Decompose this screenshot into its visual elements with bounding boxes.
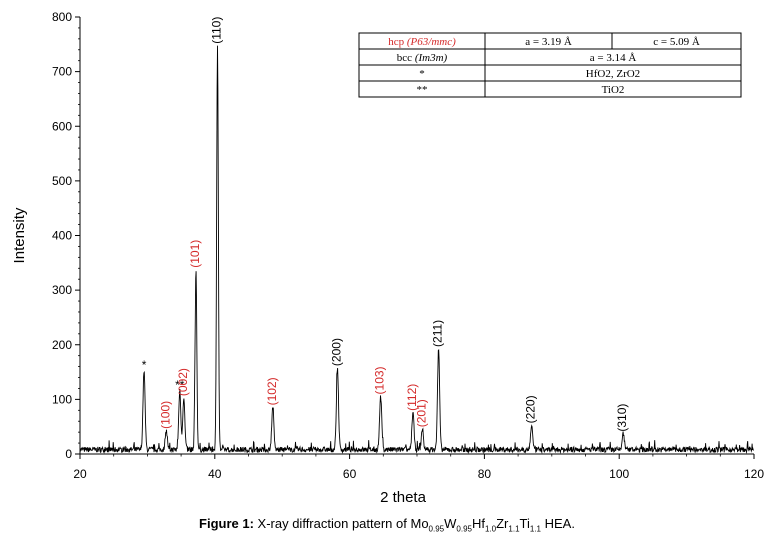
peak-label: (201) [414, 399, 428, 427]
peak-label: (211) [431, 320, 445, 347]
peak-label: (102) [265, 377, 279, 405]
peak-label: (112) [405, 384, 419, 411]
figure-caption: Figure 1: X-ray diffraction pattern of M… [0, 516, 774, 534]
formula-element: Zr [496, 516, 509, 531]
peak-label: ** [175, 378, 185, 392]
peak-label: (103) [373, 366, 387, 394]
formula-subscript: 1.0 [484, 524, 497, 534]
x-tick-label: 40 [208, 467, 222, 481]
legend-phase-cell: bcc (Im3m) [397, 52, 448, 64]
peak-label: (200) [329, 338, 343, 366]
legend-phase-cell: * [419, 68, 425, 80]
caption-prefix: Figure 1: [199, 516, 254, 531]
x-tick-label: 120 [744, 467, 764, 481]
legend-phase-name: bcc [397, 52, 412, 64]
formula-element: Hf [471, 516, 485, 531]
x-tick-label: 60 [343, 467, 357, 481]
y-tick-label: 300 [52, 283, 72, 297]
legend-phase-name: hcp [388, 36, 404, 48]
formula-subscript: 0.95 [428, 524, 445, 534]
caption-suffix: HEA. [541, 516, 575, 531]
y-tick-label: 200 [52, 338, 72, 352]
formula-element: W [444, 516, 457, 531]
legend-space-group: (Im3m) [412, 52, 447, 64]
peak-label: (110) [209, 17, 223, 44]
xrd-chart: 0 100 200 300 400 500 600 700 800 20 40 60 80 100 120 2… [11, 10, 764, 506]
peak-label: (220) [524, 395, 538, 423]
legend-phase-cell: ** [417, 84, 428, 96]
formula-subscript: 1.1 [529, 524, 541, 534]
legend-space-group: (P63/mmc) [404, 36, 456, 48]
legend-value-cell: c = 5.09 Å [653, 36, 700, 48]
peak-label: (002) [176, 368, 190, 396]
legend-phase-name: * [419, 68, 425, 80]
x-tick-label: 80 [478, 467, 492, 481]
y-tick-label: 700 [52, 65, 72, 79]
formula-subscript: 0.95 [456, 524, 472, 534]
legend-phase-cell: hcp (P63/mmc) [388, 36, 456, 48]
x-tick-label: 20 [73, 467, 87, 481]
x-tick-label: 100 [609, 467, 629, 481]
xrd-trace [79, 45, 754, 455]
peak-label: * [142, 358, 147, 372]
peak-label: (101) [188, 240, 202, 268]
caption-text: X-ray diffraction pattern of [253, 516, 411, 531]
formula-element: Mo [410, 516, 429, 531]
y-tick-label: 400 [52, 229, 72, 243]
formula-subscript: 1.1 [508, 524, 520, 534]
peak-label: (310) [615, 404, 629, 432]
x-axis-label: 2 theta [380, 489, 427, 506]
legend-value-cell: a = 3.19 Å [525, 36, 572, 48]
y-tick-label: 500 [52, 174, 72, 188]
y-tick-label: 100 [52, 392, 72, 406]
y-axis-label: Intensity [11, 207, 28, 263]
legend-phase-name: ** [417, 84, 428, 96]
y-tick-label: 600 [52, 119, 72, 133]
legend-value-cell: TiO2 [602, 84, 625, 96]
y-tick-label: 800 [52, 10, 72, 24]
caption-formula: Mo0.95W0.95Hf1.0Zr1.1Ti1.1 [410, 516, 541, 534]
legend-value-cell: HfO2, ZrO2 [586, 68, 640, 80]
legend-value-cell: a = 3.14 Å [590, 52, 637, 64]
peak-label: (100) [158, 401, 172, 429]
y-tick-label: 0 [65, 447, 72, 461]
formula-element: Ti [519, 516, 530, 531]
